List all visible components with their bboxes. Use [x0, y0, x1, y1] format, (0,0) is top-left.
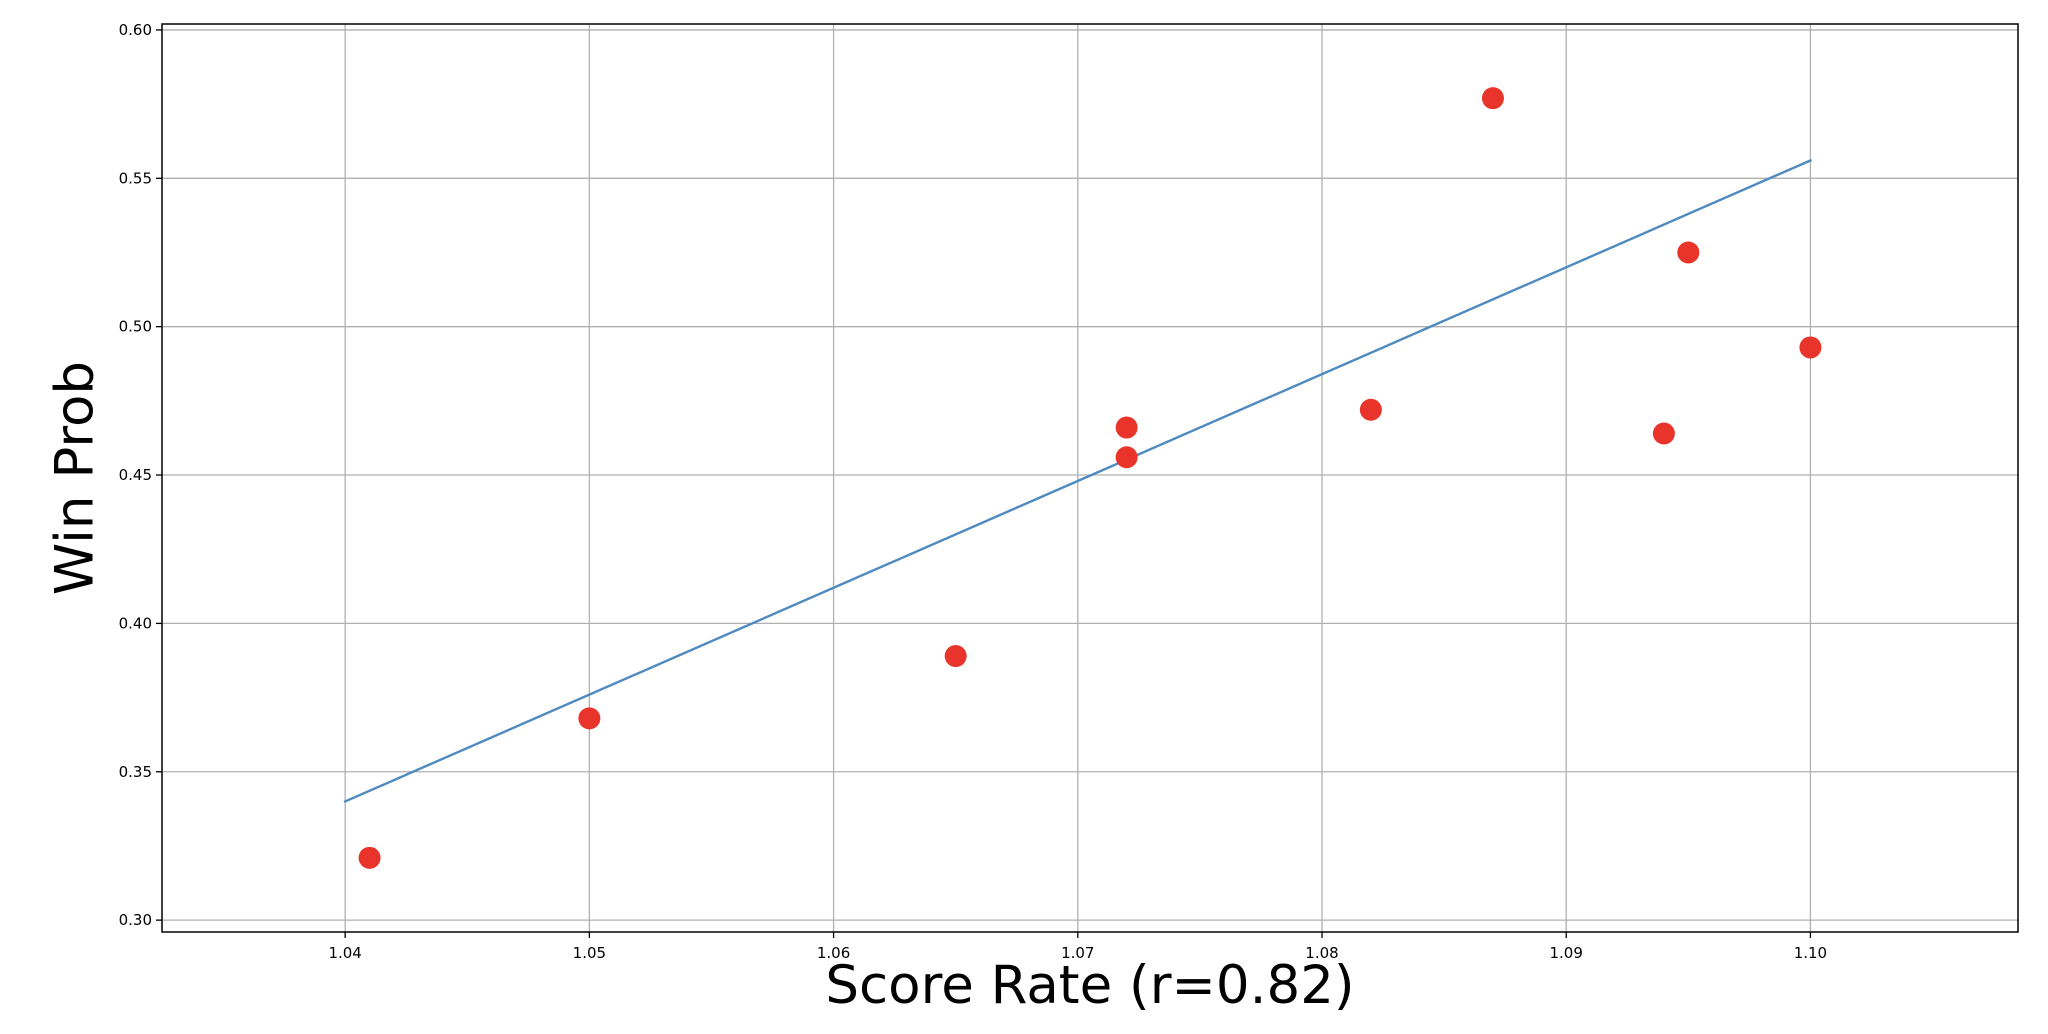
y-tick-label: 0.50	[119, 318, 152, 336]
x-tick-label: 1.05	[573, 944, 606, 962]
x-tick-label: 1.09	[1550, 944, 1583, 962]
data-point	[944, 645, 967, 668]
y-axis-ticks: 0.30 0.35 0.40 0.45 0.50 0.55 0.60	[119, 21, 162, 929]
x-axis-ticks: 1.04 1.05 1.06 1.07 1.08 1.09 1.10	[328, 932, 1827, 962]
y-axis-label: Win Prob	[45, 361, 106, 595]
data-point	[358, 846, 381, 869]
x-tick-label: 1.10	[1794, 944, 1827, 962]
y-tick-label: 0.40	[119, 614, 152, 632]
data-points	[358, 87, 1822, 869]
data-point	[1799, 336, 1822, 359]
x-tick-label: 1.06	[817, 944, 850, 962]
x-tick-label: 1.04	[328, 944, 361, 962]
data-point	[1481, 87, 1504, 110]
x-tick-label: 1.08	[1305, 944, 1338, 962]
data-point	[1115, 446, 1138, 469]
data-point	[578, 707, 601, 730]
regression-line	[343, 158, 1813, 804]
y-tick-label: 0.35	[119, 763, 152, 781]
y-tick-label: 0.45	[119, 466, 152, 484]
y-tick-label: 0.60	[119, 21, 152, 39]
y-tick-label: 0.55	[119, 169, 152, 187]
grid	[162, 24, 2018, 932]
y-tick-label: 0.30	[119, 911, 152, 929]
plot-frame	[161, 23, 2019, 933]
x-axis-label: Score Rate (r=0.82)	[825, 955, 1354, 1016]
data-point	[1359, 398, 1382, 421]
data-point	[1115, 416, 1138, 439]
data-point	[1677, 241, 1700, 264]
x-tick-label: 1.07	[1061, 944, 1094, 962]
data-point	[1652, 422, 1675, 445]
regression-line-layer	[343, 158, 1813, 804]
